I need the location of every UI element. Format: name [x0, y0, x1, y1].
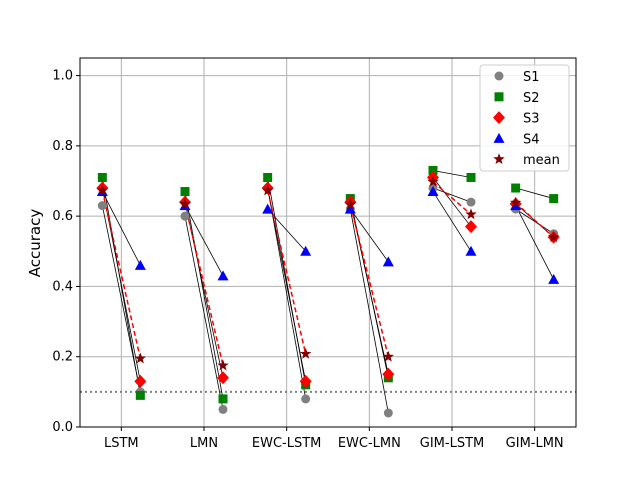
connector-S2: [184, 191, 224, 399]
point-S3-after: [382, 367, 395, 381]
legend-marker-S2: [494, 92, 504, 102]
connector-mean: [101, 190, 142, 359]
point-S4-after: [217, 270, 229, 281]
point-mean-after: [465, 208, 477, 220]
y-tick-label: 0.0: [52, 420, 73, 435]
point-S2-after: [135, 390, 145, 400]
connector-lines: [101, 170, 555, 414]
y-axis-ticks: 0.0 0.2 0.4 0.6 0.8 1.0: [52, 69, 80, 435]
point-mean-before: [427, 175, 439, 187]
legend-box: [479, 64, 570, 172]
x-tick-label: LSTM: [104, 436, 139, 451]
point-S4-after: [382, 256, 394, 267]
connector-mean: [515, 202, 555, 238]
y-tick-label: 1.0: [52, 69, 73, 84]
connector-S1: [515, 208, 554, 235]
connector-S1: [349, 209, 389, 414]
point-S1-after: [466, 197, 476, 207]
point-S1-after: [218, 404, 228, 414]
connector-mean: [349, 204, 390, 357]
connector-S2: [432, 170, 472, 178]
point-S4-after: [465, 245, 477, 256]
point-S2-after: [218, 394, 228, 404]
x-tick-label: GIM-LSTM: [420, 436, 484, 451]
connector-mean: [184, 203, 224, 366]
y-tick-label: 0.4: [52, 279, 73, 294]
point-S3-after: [134, 374, 147, 388]
point-mean-after: [217, 359, 229, 371]
legend-marker-S1: [494, 71, 504, 81]
y-tick-label: 0.2: [52, 350, 73, 365]
point-S4-before: [427, 186, 439, 197]
point-mean-after: [547, 231, 560, 243]
point-mean-before: [179, 197, 191, 209]
legend-label: S2: [523, 91, 540, 106]
connector-S3: [267, 187, 307, 382]
point-S2-before: [180, 187, 190, 197]
connector-S1: [432, 187, 472, 203]
point-mean-before: [96, 184, 109, 196]
legend: S1 S2 S3 S4 mean: [479, 64, 570, 172]
connector-S2: [515, 187, 554, 199]
point-S4-after: [300, 245, 312, 256]
connector-S1: [267, 187, 307, 399]
connector-S3: [101, 187, 141, 382]
legend-marker-S3: [493, 111, 505, 125]
connector-S1: [184, 216, 224, 410]
x-tick-label: EWC-LSTM: [252, 436, 322, 451]
point-mean-after: [299, 347, 312, 359]
connector-mean: [266, 190, 307, 355]
point-mean-before: [344, 198, 357, 210]
point-S4-after: [134, 259, 146, 270]
point-S4-after: [548, 273, 560, 284]
point-mean-before: [509, 196, 522, 208]
x-axis-ticks: LSTM LMN EWC-LSTM EWC-LMN GIM-LSTM GIM-LMN: [104, 427, 564, 451]
connector-S4: [184, 205, 224, 277]
point-mean-before: [261, 184, 274, 196]
y-tick-label: 0.8: [52, 139, 73, 154]
x-tick-label: GIM-LMN: [506, 436, 564, 451]
point-S3-after: [217, 371, 229, 385]
y-axis-label: Accuracy: [26, 209, 44, 278]
point-S1-after: [301, 394, 311, 404]
connector-S3: [432, 177, 472, 227]
plot-frame: [79, 57, 577, 428]
legend-label: mean: [523, 153, 560, 168]
point-S2-before: [511, 183, 521, 193]
connector-mean: [432, 181, 472, 215]
data-marks: [96, 165, 560, 418]
point-S3-after: [465, 220, 477, 234]
legend-label: S4: [523, 132, 540, 147]
point-S4-before: [262, 203, 274, 214]
point-mean-after: [134, 352, 147, 364]
point-S2-after: [549, 194, 559, 204]
legend-marker-mean: [493, 153, 505, 165]
point-S2-before: [263, 172, 273, 182]
legend-label: S3: [523, 112, 540, 127]
point-S2-before: [428, 165, 438, 175]
y-tick-label: 0.6: [52, 209, 73, 224]
connector-S4: [515, 205, 555, 280]
point-S2-after: [466, 172, 476, 182]
connector-S4: [432, 191, 472, 252]
x-tick-label: LMN: [190, 436, 218, 451]
point-S3-after: [299, 374, 312, 388]
point-S1-before: [180, 211, 190, 221]
connector-S4: [101, 191, 141, 266]
point-S2-before: [97, 172, 107, 182]
connector-S4: [350, 208, 389, 263]
legend-marker-S4: [493, 132, 505, 143]
point-mean-after: [382, 350, 395, 362]
x-tick-label: EWC-LMN: [338, 436, 401, 451]
point-S1-after: [383, 408, 393, 418]
point-S4-before: [344, 203, 356, 214]
point-S1-before: [97, 201, 107, 211]
legend-label: S1: [523, 70, 540, 85]
